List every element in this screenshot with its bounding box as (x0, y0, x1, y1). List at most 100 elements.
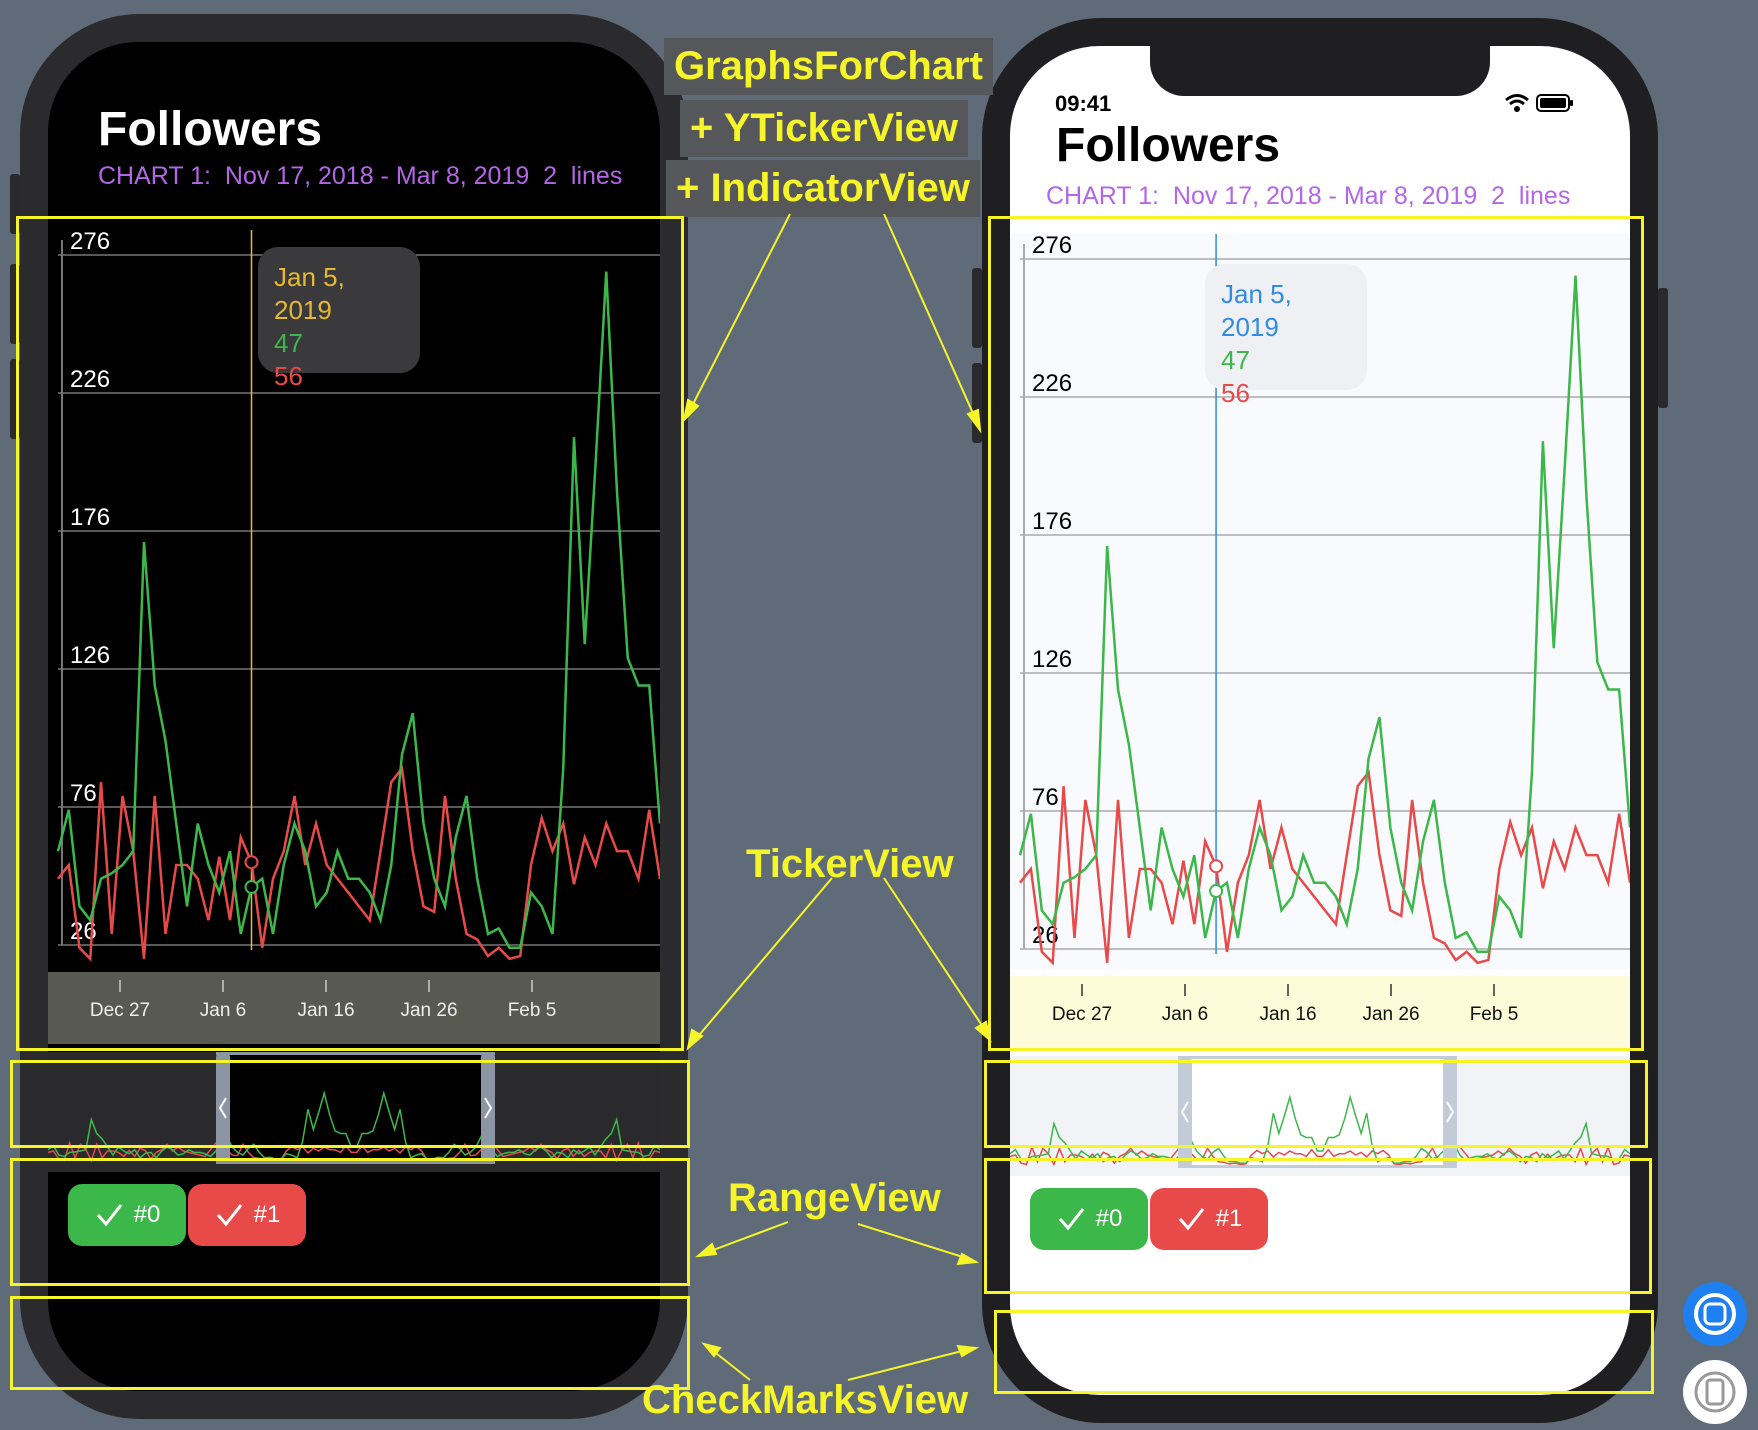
checkmark-label-1: #1 (1215, 1205, 1243, 1232)
simulator-rotate-button[interactable] (1683, 1360, 1747, 1424)
checkmark-label-1: #1 (253, 1201, 281, 1228)
chart-subtitle: CHART 1: Nov 17, 2018 - Mar 8, 2019 2 li… (1046, 182, 1571, 210)
page-title: Followers (1056, 119, 1281, 172)
indicator-view: Jan 5, 2019 47 56 (1205, 264, 1367, 408)
phone-light: 09:41 Followers CHART 1: Nov 17, 2018 - … (972, 18, 1668, 1423)
range-handle-left[interactable] (216, 1052, 230, 1164)
status-time: 09:41 (1055, 91, 1112, 116)
x-tick-label: Jan 6 (1162, 1004, 1208, 1025)
x-tick-label: Jan 26 (1362, 1004, 1419, 1025)
battery-icon (1536, 94, 1573, 112)
range-window[interactable] (1190, 1056, 1445, 1166)
chevron-right-icon (1446, 1101, 1455, 1123)
chart-subtitle: CHART 1: Nov 17, 2018 - Mar 8, 2019 2 li… (98, 162, 623, 190)
ticker-background (48, 972, 660, 1044)
annotation-graphs-line1: GraphsForChart (664, 38, 993, 95)
range-frame-bottom (1178, 1165, 1457, 1168)
range-view[interactable] (48, 1052, 660, 1172)
device-icon (1694, 1371, 1736, 1413)
wifi-icon (1505, 94, 1529, 112)
range-series-line-0 (48, 1140, 660, 1163)
notch (1150, 46, 1490, 96)
indicator-value-0: 47 (1221, 345, 1250, 375)
range-series-line-0 (1010, 1144, 1630, 1167)
volume-down-button (972, 363, 982, 443)
home-icon (1694, 1293, 1736, 1335)
y-tick-label: 176 (1032, 508, 1072, 535)
y-tick-label: 276 (70, 230, 110, 255)
checkmark-label-0: #0 (133, 1201, 161, 1228)
x-tick-label: Feb 5 (508, 1000, 557, 1021)
y-tick-label: 176 (70, 504, 110, 531)
indicator-point-1 (244, 855, 259, 870)
screen: Followers CHART 1: Nov 17, 2018 - Mar 8,… (48, 42, 660, 1391)
chevron-left-icon (1180, 1101, 1189, 1123)
indicator-point-1 (1209, 859, 1224, 874)
annotation-ticker: TickerView (746, 842, 954, 886)
ticker-view: Dec 27 Jan 6 Jan 16 Jan 26 Feb 5 (1010, 976, 1630, 1048)
range-frame-top (216, 1052, 495, 1055)
series-line-#0 (56, 271, 660, 950)
indicator-value-0: 47 (274, 328, 303, 358)
checkmark-icon (1058, 1208, 1084, 1231)
x-tick-label: Jan 16 (1259, 1004, 1316, 1025)
ticker-view: Dec 27 Jan 6 Jan 16 Jan 26 Feb 5 (48, 972, 660, 1044)
range-window[interactable] (228, 1052, 483, 1162)
ticker-background (1010, 976, 1630, 1048)
checkmark-label-0: #0 (1095, 1205, 1123, 1232)
annotation-graphs-line2: + YTickerView (680, 100, 968, 157)
checkmark-icon (216, 1204, 242, 1227)
x-tick-label: Jan 16 (297, 1000, 354, 1021)
indicator-point-0 (244, 880, 259, 895)
indicator-value-1: 56 (1221, 378, 1250, 408)
x-tick-label: Dec 27 (90, 1000, 150, 1021)
checkmark-icon (96, 1204, 122, 1227)
page-title: Followers (98, 103, 323, 156)
indicator-value-1: 56 (274, 361, 303, 391)
series-line-#1 (1019, 769, 1630, 966)
indicator-date: Jan 5, 2019 (1221, 279, 1292, 342)
annotation-range: RangeView (728, 1176, 941, 1220)
range-handle-left[interactable] (1178, 1056, 1192, 1168)
phone-dark: Followers CHART 1: Nov 17, 2018 - Mar 8,… (10, 14, 688, 1419)
chevron-left-icon (218, 1097, 227, 1119)
y-tick-label: 76 (70, 780, 97, 807)
simulator-home-button[interactable] (1683, 1282, 1747, 1346)
range-view[interactable] (1010, 1056, 1630, 1176)
y-tick-label: 126 (1032, 646, 1072, 673)
x-tick-label: Jan 6 (200, 1000, 246, 1021)
x-tick-label: Dec 27 (1052, 1004, 1112, 1025)
range-handle-right[interactable] (481, 1052, 495, 1164)
screen: 09:41 Followers CHART 1: Nov 17, 2018 - … (1010, 46, 1630, 1395)
x-tick-label: Jan 26 (400, 1000, 457, 1021)
checkmark-button-0[interactable]: #0 (1030, 1188, 1148, 1250)
checkmark-icon (1178, 1208, 1204, 1231)
series-line-#0 (1018, 275, 1630, 954)
series-line-#1 (57, 765, 660, 962)
checkmark-button-1[interactable]: #1 (188, 1184, 306, 1246)
y-tick-label: 126 (70, 642, 110, 669)
indicator-point-0 (1209, 884, 1224, 899)
indicator-date: Jan 5, 2019 (274, 262, 345, 325)
range-handle-right[interactable] (1443, 1056, 1457, 1168)
range-frame-top (1178, 1056, 1457, 1059)
y-tick-label: 226 (70, 366, 110, 393)
checkmark-button-1[interactable]: #1 (1150, 1188, 1268, 1250)
chevron-right-icon (484, 1097, 493, 1119)
checkmark-button-0[interactable]: #0 (68, 1184, 186, 1246)
range-frame-bottom (216, 1161, 495, 1164)
x-tick-label: Feb 5 (1470, 1004, 1519, 1025)
annotation-graphs-line3: + IndicatorView (666, 160, 980, 217)
volume-up-button (972, 268, 982, 348)
range-series-line-1 (1010, 1094, 1630, 1164)
volume-down-button (10, 359, 20, 439)
y-tick-label: 226 (1032, 370, 1072, 397)
y-tick-label: 76 (1032, 784, 1059, 811)
notch (184, 42, 524, 92)
annotation-checkmarks: CheckMarksView (642, 1378, 969, 1422)
volume-up-button (10, 264, 20, 344)
power-button (1658, 288, 1668, 408)
indicator-view: Jan 5, 2019 47 56 (258, 247, 420, 391)
mute-switch (10, 174, 20, 234)
